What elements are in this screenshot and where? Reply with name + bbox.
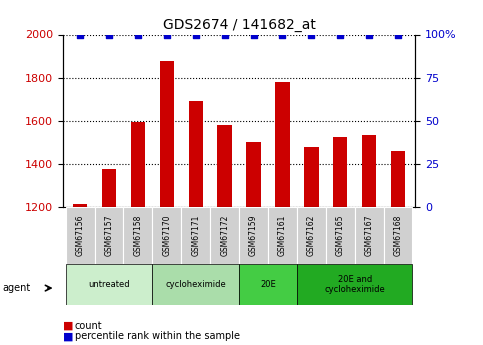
- Bar: [275, 82, 290, 207]
- Bar: [297, 264, 412, 305]
- Point: [192, 32, 199, 37]
- Bar: [304, 147, 319, 207]
- Point: [134, 32, 142, 37]
- Bar: [239, 207, 268, 264]
- Text: agent: agent: [2, 283, 30, 293]
- Bar: [362, 135, 376, 207]
- Bar: [66, 207, 95, 264]
- Bar: [297, 207, 326, 264]
- Text: untreated: untreated: [88, 280, 130, 289]
- Bar: [95, 207, 124, 264]
- Text: GSM67157: GSM67157: [104, 215, 114, 256]
- Text: GSM67156: GSM67156: [76, 215, 85, 256]
- Text: GSM67170: GSM67170: [162, 215, 171, 256]
- Text: GSM67165: GSM67165: [336, 215, 345, 256]
- Text: ■: ■: [63, 332, 73, 341]
- Bar: [66, 264, 152, 305]
- Bar: [188, 101, 203, 207]
- Text: GSM67168: GSM67168: [394, 215, 402, 256]
- Bar: [124, 207, 152, 264]
- Bar: [239, 264, 297, 305]
- Point: [221, 32, 228, 37]
- Bar: [102, 169, 116, 207]
- Point: [394, 32, 402, 37]
- Text: percentile rank within the sample: percentile rank within the sample: [75, 332, 240, 341]
- Text: GSM67161: GSM67161: [278, 215, 287, 256]
- Bar: [73, 204, 87, 207]
- Bar: [333, 137, 347, 207]
- Text: GSM67158: GSM67158: [133, 215, 142, 256]
- Point: [250, 32, 257, 37]
- Point: [336, 32, 344, 37]
- Point: [308, 32, 315, 37]
- Point: [365, 32, 373, 37]
- Text: GSM67172: GSM67172: [220, 215, 229, 256]
- Bar: [210, 207, 239, 264]
- Bar: [246, 142, 261, 207]
- Bar: [159, 61, 174, 207]
- Text: count: count: [75, 321, 102, 331]
- Bar: [152, 264, 239, 305]
- Point: [279, 32, 286, 37]
- Title: GDS2674 / 141682_at: GDS2674 / 141682_at: [163, 18, 315, 32]
- Text: GSM67162: GSM67162: [307, 215, 316, 256]
- Text: 20E: 20E: [260, 280, 276, 289]
- Text: GSM67167: GSM67167: [365, 215, 374, 256]
- Bar: [355, 207, 384, 264]
- Bar: [384, 207, 412, 264]
- Text: 20E and
cycloheximide: 20E and cycloheximide: [324, 275, 385, 294]
- Bar: [217, 125, 232, 207]
- Text: GSM67171: GSM67171: [191, 215, 200, 256]
- Text: GSM67159: GSM67159: [249, 215, 258, 256]
- Point: [105, 32, 113, 37]
- Point: [163, 32, 170, 37]
- Bar: [131, 122, 145, 207]
- Point: [76, 32, 84, 37]
- Bar: [181, 207, 210, 264]
- Bar: [152, 207, 181, 264]
- Bar: [326, 207, 355, 264]
- Bar: [391, 151, 405, 207]
- Text: cycloheximide: cycloheximide: [165, 280, 226, 289]
- Bar: [268, 207, 297, 264]
- Text: ■: ■: [63, 321, 73, 331]
